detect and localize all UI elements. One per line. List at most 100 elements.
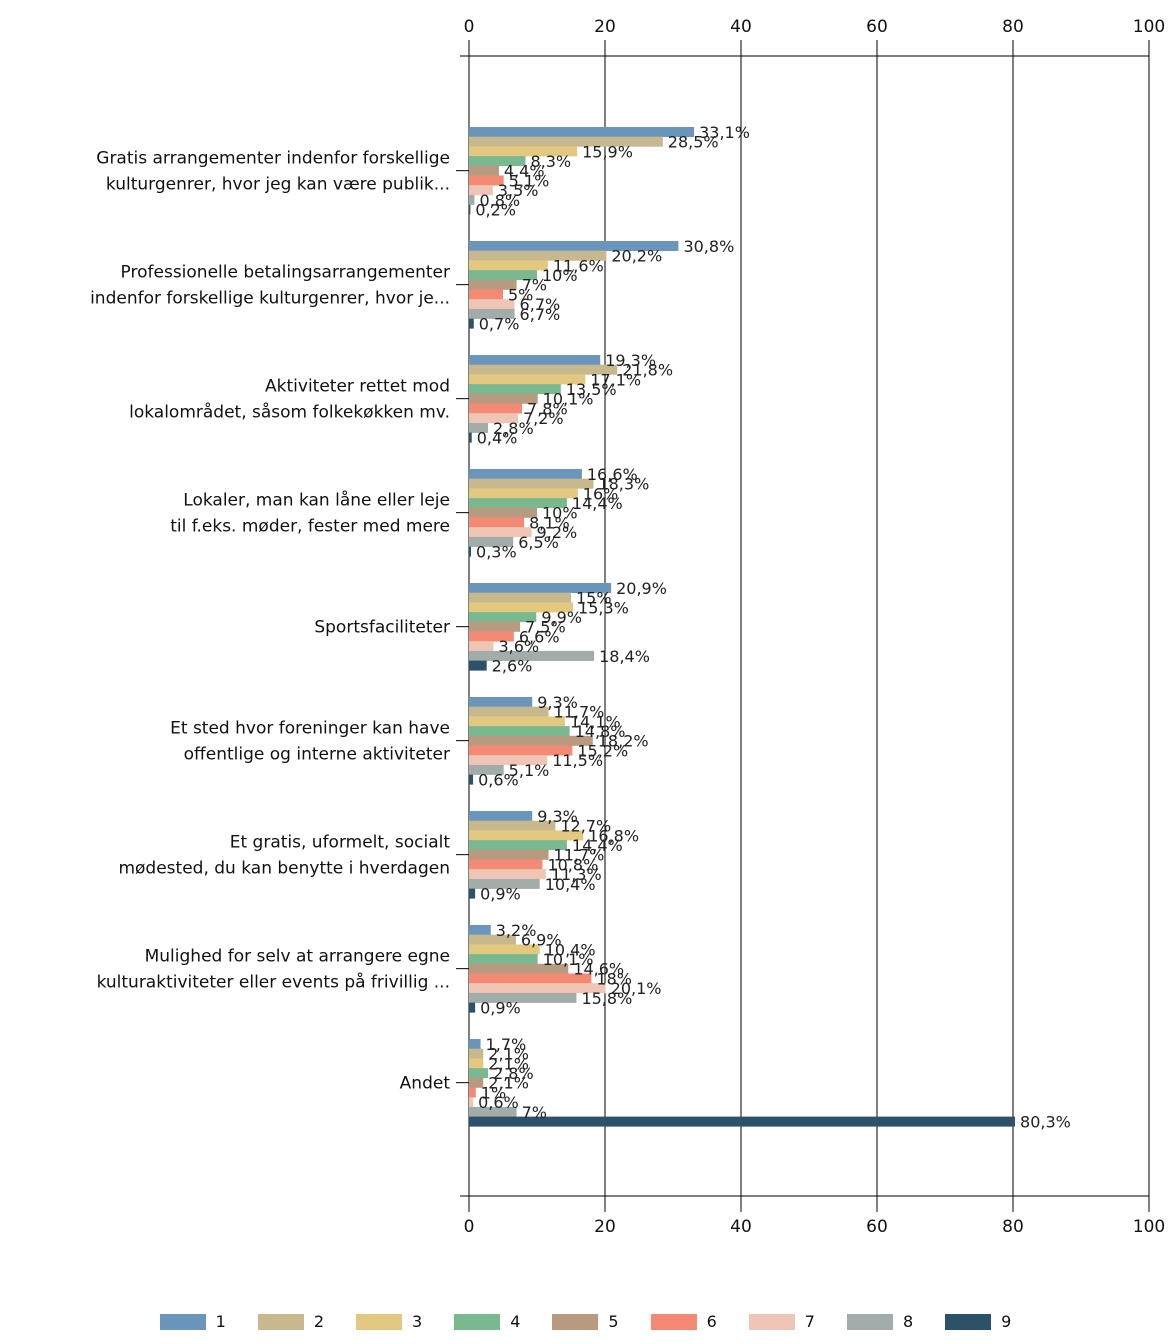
data-label: 5%	[508, 285, 533, 304]
bar	[469, 631, 514, 642]
bar	[469, 1116, 1016, 1127]
axes: 0 0 20 20 40 40 60 60 80 80 100 100	[456, 17, 1165, 1237]
bar	[469, 250, 607, 261]
bar	[469, 944, 540, 955]
bar	[469, 774, 474, 785]
bar	[469, 650, 595, 661]
bar	[469, 869, 546, 880]
data-label: 17,1%	[590, 370, 641, 389]
data-label: 15,8%	[581, 989, 632, 1008]
legend-label: 8	[902, 1312, 914, 1331]
bar	[469, 299, 515, 310]
bar	[469, 1039, 481, 1049]
legend-swatch	[748, 1313, 795, 1330]
legend-label: 9	[1001, 1312, 1012, 1331]
data-label: 0,4%	[477, 428, 518, 447]
category-label: offentlige og interne aktiviteter	[184, 745, 450, 765]
data-label: 11,7%	[554, 703, 605, 722]
bar	[469, 279, 517, 290]
bar	[469, 1048, 484, 1059]
data-label: 20,2%	[611, 247, 662, 266]
bar	[469, 204, 471, 215]
data-label: 7,2%	[523, 409, 564, 428]
data-label: 18%	[596, 969, 632, 988]
legend-label: 5	[608, 1312, 619, 1331]
legend-swatch	[356, 1313, 403, 1330]
data-label: 3,6%	[498, 637, 539, 656]
bar	[469, 260, 548, 271]
data-label: 19,3%	[605, 351, 656, 370]
legend-label: 2	[313, 1312, 325, 1331]
legend-item: 7	[748, 1312, 815, 1331]
legend-swatch	[650, 1313, 697, 1330]
category-label: til f.eks. møder, fester med mere	[170, 517, 450, 537]
data-label: 2,1%	[488, 1074, 529, 1093]
legend-item: 5	[552, 1312, 619, 1331]
bar	[469, 621, 520, 632]
data-label: 20,1%	[611, 979, 662, 998]
data-label: 10,4%	[545, 875, 596, 894]
bar	[469, 706, 549, 717]
data-label: 6,7%	[520, 295, 561, 314]
bar	[469, 1058, 484, 1069]
legend-swatch	[454, 1313, 501, 1330]
legend-swatch	[159, 1313, 206, 1330]
tick-label: 20	[594, 1217, 616, 1237]
data-label: 12,7%	[560, 817, 611, 836]
legend-swatch	[846, 1313, 893, 1330]
category-label: kulturgenrer, hvor jeg kan være publik..…	[106, 175, 450, 195]
tick-label: 20	[594, 17, 616, 37]
data-label: 21,8%	[622, 361, 673, 380]
bar	[469, 289, 503, 300]
bar	[469, 527, 532, 538]
data-label: 16%	[583, 484, 619, 503]
bar	[469, 488, 578, 499]
bar	[469, 830, 584, 841]
data-label: 6,6%	[519, 627, 560, 646]
bar	[469, 1077, 484, 1088]
data-label: 2,8%	[493, 419, 534, 438]
bar	[469, 270, 537, 281]
data-label: 9,3%	[537, 807, 578, 826]
bar	[469, 403, 523, 414]
legend-item: 9	[945, 1312, 1011, 1331]
data-label: 0,8%	[479, 191, 520, 210]
data-label: 0,6%	[478, 770, 519, 789]
legend-items: 1 2 3 4 5 6 7 8 9	[0, 1312, 1171, 1331]
data-label: 5,1%	[509, 761, 550, 780]
data-label: 11,5%	[552, 751, 603, 770]
category-label: Andet	[400, 1074, 451, 1094]
bar	[469, 954, 538, 965]
bar	[469, 745, 573, 756]
data-label: 18,2%	[598, 732, 649, 751]
data-label: 3,2%	[496, 921, 537, 940]
legend-label: 6	[706, 1312, 717, 1331]
bar	[469, 973, 592, 984]
bar	[469, 1002, 476, 1013]
data-label: 33,1%	[699, 123, 750, 142]
bar	[469, 413, 518, 424]
bar	[469, 660, 487, 671]
bar	[469, 308, 515, 319]
legend-swatch	[257, 1313, 304, 1330]
bar	[469, 888, 476, 899]
legend-swatch	[552, 1313, 599, 1330]
category-label: Lokaler, man kan låne eller leje	[183, 490, 450, 511]
bar	[469, 175, 504, 186]
data-label: 15,2%	[577, 741, 628, 760]
tick-label: 100	[1133, 17, 1165, 37]
data-labels: 33,1%28,5%15,9%8,3%4,4%5,1%3,5%0,8%0,2%3…	[475, 123, 1071, 1132]
bar	[469, 849, 549, 860]
legend-label: 1	[215, 1312, 226, 1331]
data-label: 16,8%	[588, 826, 639, 845]
bar	[469, 1087, 476, 1098]
category-label: lokalområdet, såsom folkekøkken mv.	[129, 402, 450, 423]
bar	[469, 507, 537, 518]
category-label: indenfor forskellige kulturgenrer, hvor …	[90, 289, 450, 309]
data-label: 9,9%	[541, 608, 582, 627]
bar	[469, 697, 533, 707]
data-label: 13,5%	[566, 380, 617, 399]
data-label: 9,2%	[537, 523, 578, 542]
data-label: 8,3%	[530, 152, 571, 171]
bar	[469, 156, 526, 167]
